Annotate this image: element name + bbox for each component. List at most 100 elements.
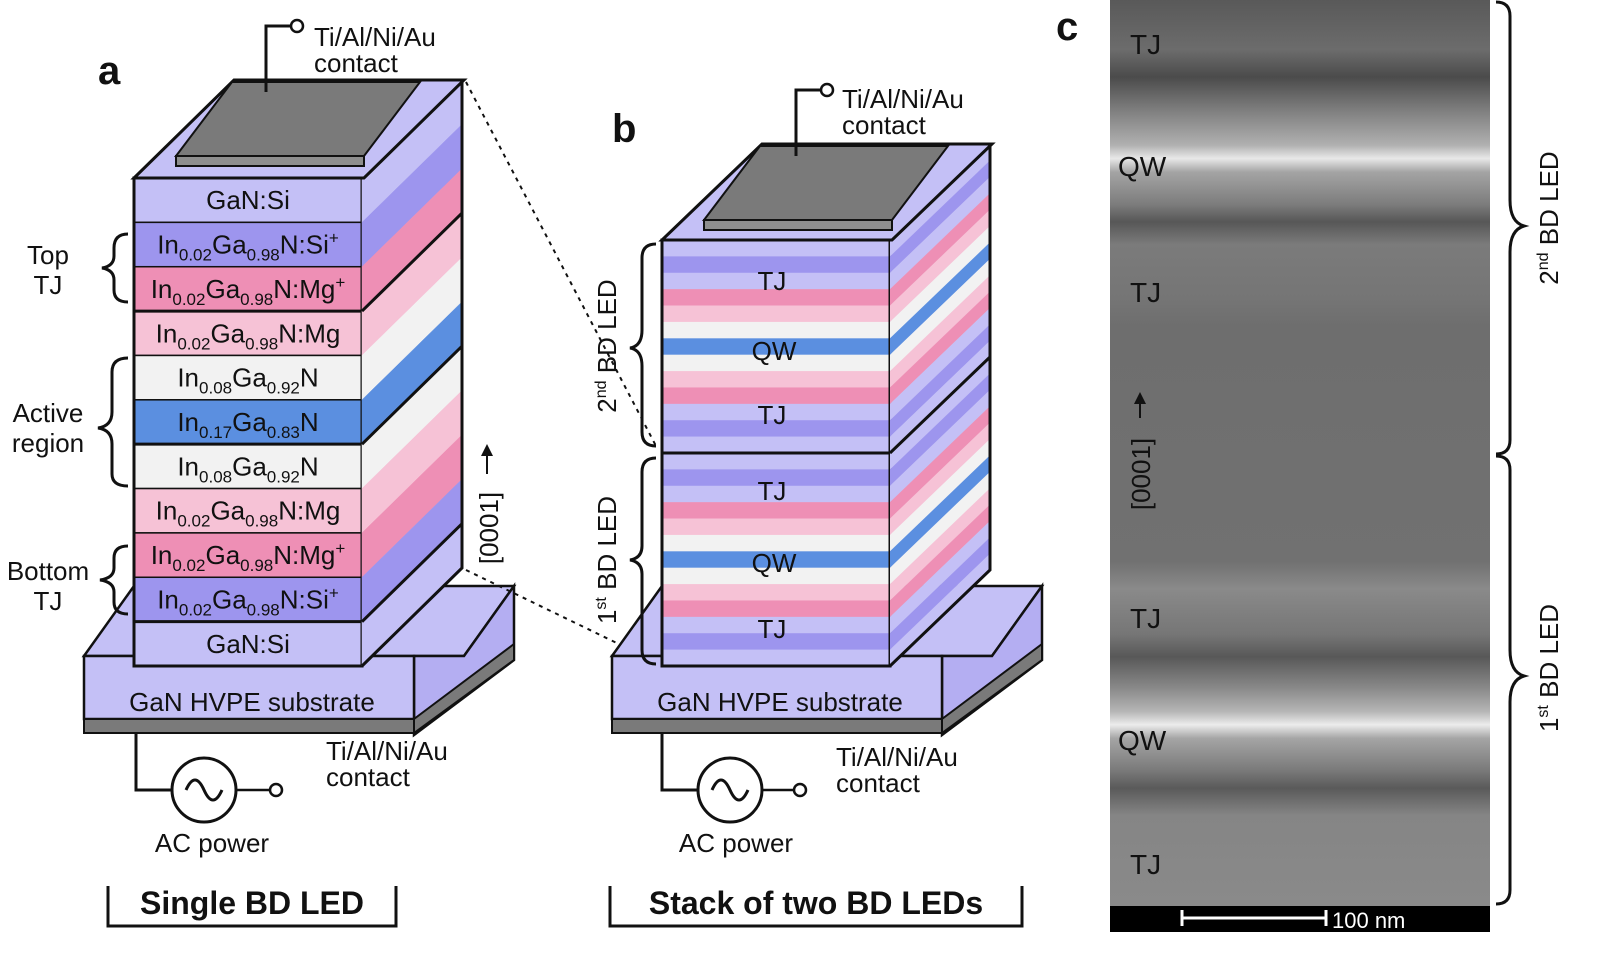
stack-b-layer-side [890, 242, 990, 355]
caption-b-bracket [608, 886, 1024, 928]
stack-b-layer-side [890, 160, 990, 274]
panel-c: c 100 nm TJ QW TJ TJ QW TJ [0001] 2nd BD… [1056, 0, 1564, 933]
stack-a-divider-side [360, 212, 464, 313]
bottom-contact-a [83, 718, 415, 734]
stack-a-front [132, 176, 364, 668]
stack-b-layer-side [890, 291, 990, 405]
led1-c-rest: BD LED [1534, 604, 1564, 705]
subscript: 0.98 [247, 600, 280, 619]
stack-b-layer-side [890, 357, 990, 470]
stack-a-layer-label: In0.08Ga0.92N [177, 363, 318, 398]
led1-c-label: 1st BD LED [1534, 604, 1564, 732]
superscript: + [329, 583, 339, 602]
top-contact-pad-b-edge [703, 219, 893, 231]
stack-a-layer-label: GaN:Si [206, 185, 290, 215]
led2-b-rest: BD LED [592, 279, 622, 380]
bottom-contact-b-side [941, 642, 1043, 735]
panel-a: a GaN HVPE substrate GaN:SiIn0.02Ga0.98N… [7, 18, 517, 928]
led2-c-ord: 2 [1534, 270, 1564, 284]
stack-b-layer [662, 420, 890, 437]
subscript: 0.02 [179, 600, 212, 619]
direction-arrowhead-c [1134, 392, 1146, 404]
bottom-contact-b [611, 718, 943, 734]
zoom-line-top [465, 81, 657, 447]
c-label-tj-2: TJ [1130, 277, 1161, 308]
sem-image [1110, 0, 1490, 906]
stack-b-divider-side [888, 355, 992, 455]
formula-part: Ga [212, 584, 247, 614]
b-label-tj-2: TJ [758, 400, 787, 430]
brace-bottom-label-2: TJ [34, 586, 63, 616]
formula-part: GaN:Si [206, 185, 290, 215]
stack-b-layer [662, 256, 890, 274]
top-terminal-b [819, 82, 835, 98]
brace-2nd-led-c [1495, 0, 1530, 456]
formula-part: Ga [232, 407, 267, 437]
stack-b-front [660, 238, 892, 668]
stack-b-layer-side [890, 340, 990, 454]
stack-a-layer [133, 576, 363, 623]
stack-b-layer [662, 305, 890, 323]
stack-b-layer-side [890, 488, 990, 601]
stack-b-layer-side [890, 307, 990, 421]
formula-part: In [151, 274, 173, 304]
formula-part: In [177, 451, 199, 481]
stack-b-layer-side [890, 258, 990, 372]
formula-part: In [157, 584, 179, 614]
formula-part: N:Mg [273, 540, 335, 570]
stack-a-layer [133, 310, 363, 357]
stack-b-layer [662, 633, 890, 650]
bottom-contact-b-label-2: contact [836, 768, 921, 798]
top-contact-b-label-2: contact [842, 110, 927, 140]
c-label-tj-1: TJ [1130, 29, 1161, 60]
top-contact-a-label: Ti/Al/Ni/Au [314, 22, 436, 52]
stack-b-layer-side [890, 193, 990, 306]
stack-b-layer-side [890, 455, 990, 568]
direction-arrowhead-a [481, 444, 493, 456]
formula-part: Ga [205, 274, 240, 304]
led1-b-sup: st [593, 597, 610, 610]
subscript: 0.98 [247, 246, 280, 265]
bottom-contact-a-side [413, 642, 515, 735]
sine-icon-b [710, 778, 750, 802]
formula-part: N [300, 451, 319, 481]
subscript: 0.98 [240, 556, 273, 575]
formula-part: Ga [210, 318, 245, 348]
stack-a-labels: GaN:SiIn0.02Ga0.98N:Si+In0.02Ga0.98N:Mg+… [151, 185, 346, 659]
caption-a: Single BD LED [140, 885, 364, 921]
stack-b-layer-side [890, 537, 990, 650]
stack-b-layer [662, 649, 890, 667]
led2-c-sup: nd [1535, 252, 1552, 270]
top-contact-a-label-2: contact [314, 48, 399, 78]
stack-a-divider-side [360, 522, 464, 623]
led2-b-sup: nd [593, 380, 610, 398]
stack-b-layer [662, 272, 890, 290]
stack-b-layer [662, 534, 890, 552]
brace-1st-led-b [629, 456, 657, 666]
stack-b-layer [662, 354, 890, 372]
superscript: + [329, 229, 339, 248]
ac-power-b-label: AC power [679, 828, 793, 858]
stack-b-layer [662, 584, 890, 601]
stack-b-layer [662, 321, 890, 339]
stack-b-side-outline [888, 144, 992, 668]
led2-c-rest: BD LED [1534, 151, 1564, 252]
ac-terminal-b [792, 782, 808, 798]
b-label-tj-3: TJ [758, 476, 787, 506]
stack-b-layer [662, 403, 890, 421]
stack-b-layer [662, 453, 890, 470]
stack-b-layer [662, 240, 890, 257]
stack-b-layer [662, 502, 890, 519]
stack-b-layer [662, 289, 890, 306]
subscript: 0.17 [199, 423, 232, 442]
formula-part: N:Si [280, 230, 329, 260]
superscript: + [335, 273, 345, 292]
subscript: 0.02 [177, 512, 210, 531]
superscript: + [335, 539, 345, 558]
c-label-tj-4: TJ [1130, 849, 1161, 880]
stack-b-layer [662, 551, 890, 568]
subscript: 0.98 [245, 334, 278, 353]
led1-b-ord: 1 [592, 610, 622, 624]
stack-b-layer [662, 600, 890, 618]
top-contact-pad-a-edge [175, 155, 365, 167]
